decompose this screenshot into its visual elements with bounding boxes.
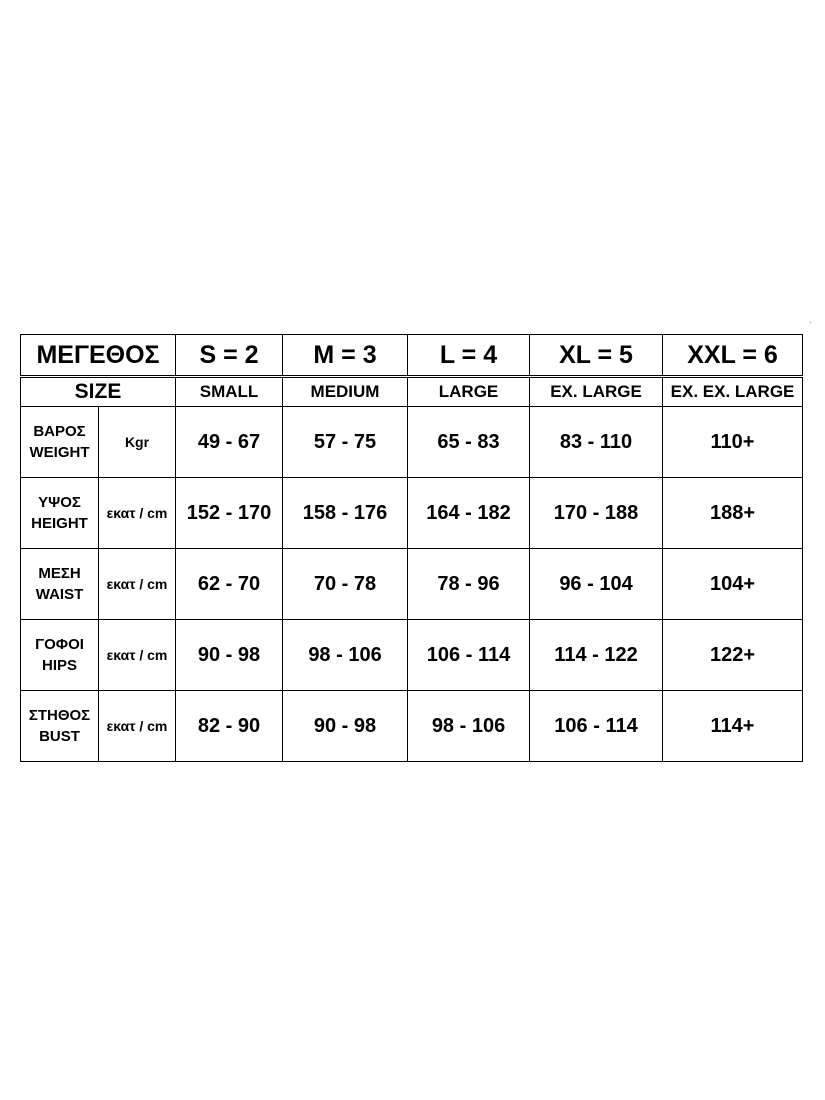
measure-value: 106 - 114	[529, 690, 664, 762]
measure-label-greek: ΜΕΣΗ	[38, 565, 81, 582]
measure-value: 65 - 83	[407, 406, 531, 478]
measure-value: 83 - 110	[529, 406, 664, 478]
size-code: M = 3	[282, 334, 409, 378]
size-code: L = 4	[407, 334, 531, 378]
table-row: ΜΕΣΗ WAIST εκατ / cm 62 - 70 70 - 78 78 - 96 9…	[20, 548, 804, 620]
measure-value: 114+	[662, 690, 804, 762]
measure-value: 114 - 122	[529, 619, 664, 691]
measure-value: 78 - 96	[407, 548, 531, 620]
measure-label: ΒΑΡΟΣ WEIGHT	[20, 406, 99, 478]
measure-value: 152 - 170	[175, 477, 284, 549]
table-row: ΥΨΟΣ HEIGHT εκατ / cm 152 - 170 158 - 176 164…	[20, 477, 804, 549]
measure-label-english: HEIGHT	[31, 515, 88, 532]
measure-label-greek: ΣΤΗΘΟΣ	[28, 707, 91, 724]
measure-value: 70 - 78	[282, 548, 409, 620]
measure-unit: εκατ / cm	[97, 548, 177, 620]
measure-unit: εκατ / cm	[97, 690, 177, 762]
measure-value: 49 - 67	[175, 406, 284, 478]
measure-label-greek: ΥΨΟΣ	[38, 494, 81, 511]
table-row: ΣΤΗΘΟΣ BUST εκατ / cm 82 - 90 90 - 98 98 - 10…	[20, 690, 804, 762]
measure-label: ΓΟΦΟΙ HIPS	[20, 619, 99, 691]
stray-dot	[810, 322, 811, 323]
measure-value: 188+	[662, 477, 804, 549]
size-name: EX. LARGE	[529, 376, 664, 407]
header-row-names: SIZE SMALL MEDIUM LARGE EX. LARGE EX. EX. LAR…	[19, 376, 804, 407]
measure-value: 98 - 106	[282, 619, 409, 691]
measure-label-english: WAIST	[35, 586, 84, 603]
measure-value: 90 - 98	[175, 619, 284, 691]
size-name: EX. EX. LARGE	[662, 376, 804, 407]
measure-label: ΜΕΣΗ WAIST	[20, 548, 99, 620]
measure-unit: εκατ / cm	[97, 619, 177, 691]
table-row: ΓΟΦΟΙ HIPS εκατ / cm 90 - 98 98 - 106 106 - 1…	[20, 619, 804, 691]
measure-value: 158 - 176	[282, 477, 409, 549]
measure-value: 122+	[662, 619, 804, 691]
measure-label: ΣΤΗΘΟΣ BUST	[20, 690, 99, 762]
title-english: SIZE	[19, 376, 177, 407]
size-code: XL = 5	[529, 334, 664, 378]
measure-value: 98 - 106	[407, 690, 531, 762]
measure-value: 110+	[662, 406, 804, 478]
measure-label-english: HIPS	[41, 657, 77, 674]
measure-value: 106 - 114	[407, 619, 531, 691]
measure-unit: Kgr	[97, 406, 177, 478]
size-code: S = 2	[175, 334, 284, 378]
title-greek: ΜΕΓΕΘΟΣ	[19, 334, 177, 378]
measure-value: 164 - 182	[407, 477, 531, 549]
size-name: LARGE	[407, 376, 531, 407]
measure-label-english: WEIGHT	[29, 444, 90, 461]
table-row: ΒΑΡΟΣ WEIGHT Kgr 49 - 67 57 - 75 65 - 83 83 - …	[20, 406, 804, 478]
measure-value: 62 - 70	[175, 548, 284, 620]
measure-value: 90 - 98	[282, 690, 409, 762]
measure-value: 57 - 75	[282, 406, 409, 478]
size-name: SMALL	[175, 376, 284, 407]
size-name: MEDIUM	[282, 376, 409, 407]
measure-label-greek: ΒΑΡΟΣ	[33, 423, 86, 440]
measure-value: 170 - 188	[529, 477, 664, 549]
measure-label-greek: ΓΟΦΟΙ	[35, 636, 84, 653]
measure-value: 82 - 90	[175, 690, 284, 762]
measure-label: ΥΨΟΣ HEIGHT	[20, 477, 99, 549]
measure-label-english: BUST	[39, 728, 80, 745]
measure-value: 104+	[662, 548, 804, 620]
measure-value: 96 - 104	[529, 548, 664, 620]
measure-unit: εκατ / cm	[97, 477, 177, 549]
size-code: XXL = 6	[662, 334, 804, 378]
